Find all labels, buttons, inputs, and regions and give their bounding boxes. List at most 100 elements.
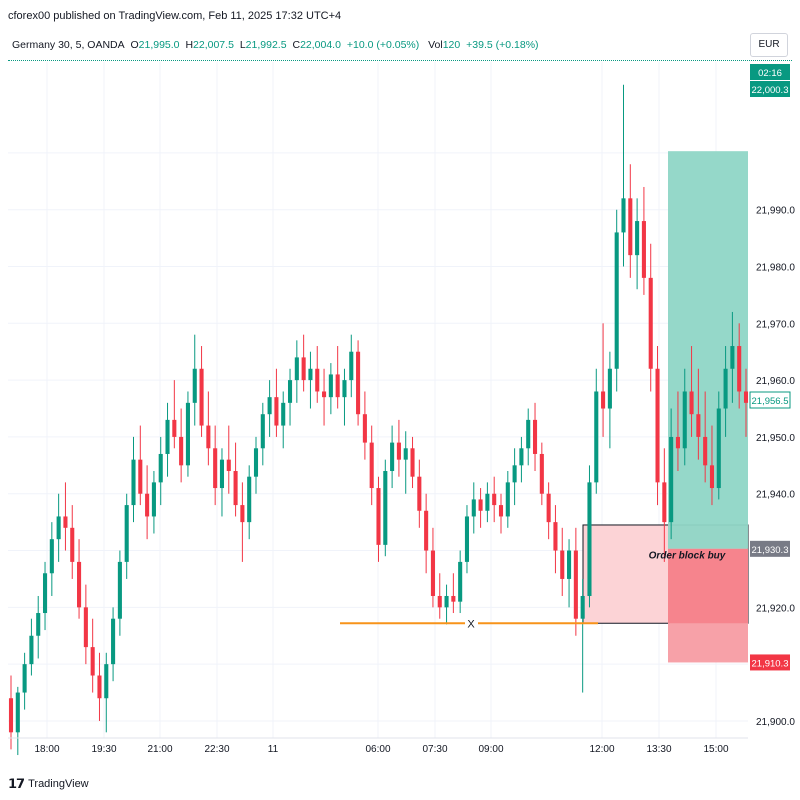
price-tag-label: 21,930.3 — [752, 545, 789, 556]
candle-body — [614, 232, 619, 369]
candle-body — [512, 465, 517, 483]
candle-body — [213, 448, 218, 489]
candle-body — [471, 499, 476, 517]
y-tick-label: 21,980.0 — [756, 263, 795, 274]
candle-body — [328, 374, 333, 398]
currency-button[interactable]: EUR — [750, 33, 788, 57]
candle-body — [247, 476, 252, 523]
candle-body — [526, 419, 531, 449]
candle-body — [607, 368, 612, 409]
candle-body — [417, 476, 422, 511]
candle-body — [22, 664, 27, 693]
legend-close-label: C — [292, 39, 301, 51]
candle-body — [124, 505, 129, 562]
y-tick-label: 21,960.0 — [756, 376, 795, 387]
candle-body — [716, 408, 721, 489]
candle-body — [464, 516, 470, 562]
candle-body — [111, 618, 116, 665]
candle-body — [682, 391, 687, 449]
stop-zone-overlap — [668, 548, 748, 624]
candle-body — [675, 436, 680, 449]
candle-body — [219, 459, 225, 489]
candle-body — [322, 391, 327, 398]
candle-body — [97, 675, 102, 699]
x-axis: 18:00 19:30 21:00 22:30 11 06:00 07:30 09:00 12:… — [8, 737, 748, 755]
candle-body — [308, 368, 313, 381]
candle-body — [192, 368, 197, 403]
candle-body — [519, 448, 524, 466]
candle-body — [730, 346, 735, 369]
candle-body — [281, 402, 286, 426]
candle-body — [655, 368, 660, 483]
price-tag — [749, 391, 791, 409]
legend-low-label: L — [239, 39, 246, 51]
candle-body — [696, 414, 701, 437]
candle-body — [104, 664, 109, 699]
candle-body — [349, 351, 354, 381]
candle-body — [138, 459, 143, 494]
x-tick-label: 21:00 — [147, 744, 172, 755]
candle-body — [560, 550, 565, 579]
symbol-legend: Germany 30, 5, OANDA O21,995.0 H22,007.5… — [12, 39, 542, 51]
candle-body — [145, 493, 150, 517]
footer-brand-label: TradingView — [28, 778, 89, 790]
candle-body — [539, 453, 544, 494]
candle-body — [70, 527, 75, 562]
candle-body — [260, 414, 265, 449]
candle-body — [580, 595, 585, 619]
candle-body — [362, 414, 367, 443]
candle-body — [29, 635, 34, 665]
price-tag-label: 21,910.3 — [752, 658, 789, 669]
candle-body — [315, 368, 320, 392]
candle-body — [369, 442, 374, 489]
x-tick-label: 06:00 — [365, 744, 390, 755]
candle-body — [498, 505, 504, 517]
legend-high-label: H — [185, 39, 194, 51]
legend-open: 21,995.0 — [138, 39, 180, 51]
candle-body — [77, 561, 82, 608]
candle-body — [430, 550, 435, 596]
candle-body — [240, 505, 245, 523]
candle-body — [743, 391, 749, 403]
candle-body — [294, 357, 299, 381]
candle-body — [165, 419, 170, 454]
candle-body — [8, 698, 14, 733]
candles — [8, 84, 749, 756]
candle-body — [287, 380, 293, 403]
x-tick-label: 09:00 — [478, 744, 503, 755]
candle-body — [424, 510, 429, 551]
candle-body — [641, 221, 646, 278]
candle-body — [63, 516, 68, 528]
price-tag — [750, 64, 790, 80]
candle-body — [151, 482, 156, 517]
candle-body — [56, 516, 61, 540]
candle-body — [172, 419, 177, 437]
candle-body — [737, 346, 742, 392]
x-tick-label: 18:00 — [34, 744, 59, 755]
candle-body — [49, 539, 54, 574]
candle-body — [158, 453, 163, 483]
price-tag-label: 02:16 — [758, 68, 782, 79]
candle-body — [532, 419, 538, 454]
candle-body — [635, 221, 640, 256]
x-tick-label: 15:00 — [703, 744, 728, 755]
candle-body — [335, 374, 340, 398]
overlay: X Order block buy — [340, 551, 726, 630]
y-tick-label: 21,920.0 — [756, 603, 795, 614]
candle-body — [505, 482, 510, 517]
candle-body — [492, 493, 497, 506]
price-tag — [750, 540, 790, 557]
price-tag-label: 21,956.5 — [752, 396, 789, 407]
x-tick-label: 22:30 — [204, 744, 229, 755]
candle-body — [179, 436, 184, 466]
y-axis: 21,900.0 21,920.0 21,940.0 21,950.0 21,960.0… — [749, 64, 795, 728]
candle-body — [485, 493, 490, 511]
candle-body — [274, 397, 279, 426]
candle-body — [662, 482, 667, 523]
candle-body — [567, 550, 572, 579]
candle-body — [131, 459, 136, 506]
candle-body — [267, 397, 272, 415]
candle-body — [383, 471, 388, 545]
candle-body — [669, 436, 674, 523]
